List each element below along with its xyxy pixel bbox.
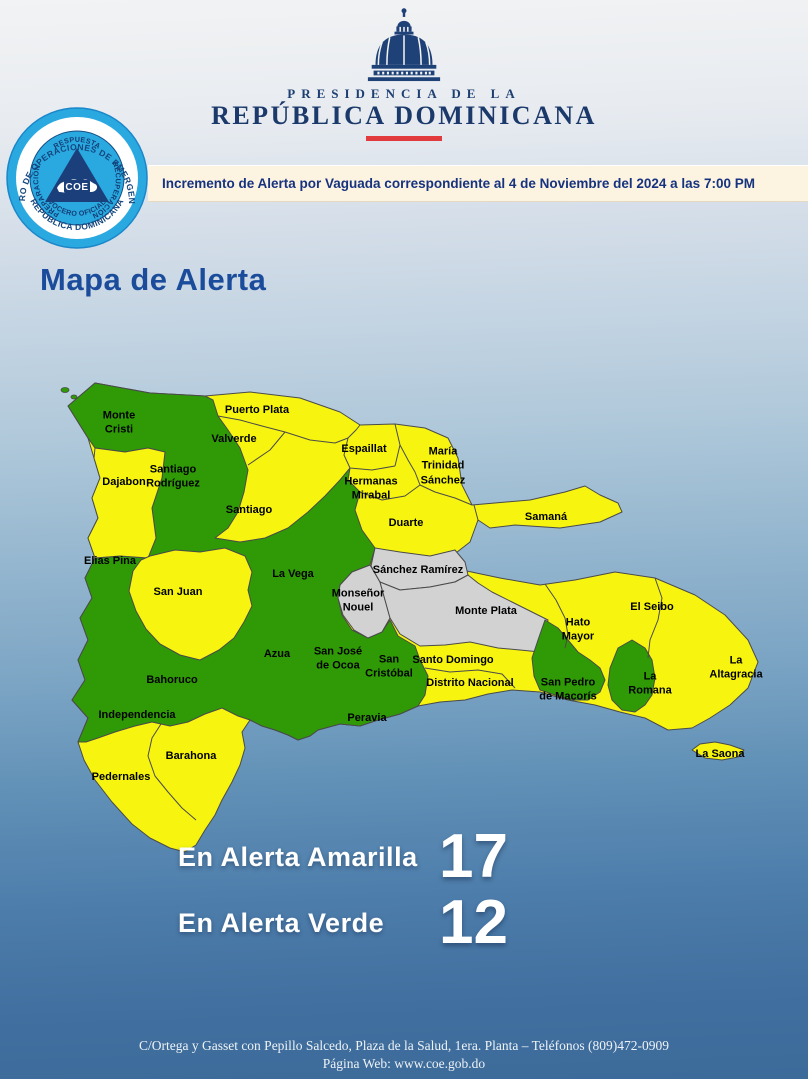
cay-monte-cristi-2 [70,394,78,400]
island-la-saona [691,741,745,761]
header-republica-dominicana: REPÚBLICA DOMINICANA [211,101,597,130]
legend-row-amarilla: En Alerta Amarilla 17 [178,824,508,890]
alert-banner-text: Incremento de Alerta por Vaguada corresp… [162,176,755,191]
legend-label-amarilla: En Alerta Amarilla [178,841,418,872]
cay-monte-cristi-1 [60,387,70,393]
legend-row-verde: En Alerta Verde 12 [178,890,508,956]
province-border-lines [147,415,663,821]
legend-count-verde: 12 [439,888,508,957]
alert-banner: Incremento de Alerta por Vaguada corresp… [148,165,808,202]
coe-seal: CENTRO DE OPERACIONES DE EMERGENCIAS REP… [5,106,149,250]
seal-coe-box [64,180,90,193]
footer-address: C/Ortega y Gasset con Pepillo Salcedo, P… [138,1037,670,1053]
province-dajabon [87,447,166,559]
map-title: Mapa de Alerta [40,262,267,297]
province-san-juan [128,547,253,661]
province-san-pedro-de-macoris [531,619,606,701]
header-presidencia: PRESIDENCIA DE LA [287,86,521,101]
national-palace-dome-icon [354,6,454,82]
legend-label-verde: En Alerta Verde [178,907,385,938]
red-accent-bar [366,136,442,141]
footer-website: Página Web: www.coe.gob.do [322,1055,486,1071]
legend-count-amarilla: 17 [439,822,508,891]
seal-coe-text: COE [65,182,88,193]
footer: C/Ortega y Gasset con Pepillo Salcedo, P… [0,1037,808,1073]
alert-legend: En Alerta Amarilla 17 En Alerta Verde 12 [178,824,508,956]
province-la-romana [607,639,656,713]
